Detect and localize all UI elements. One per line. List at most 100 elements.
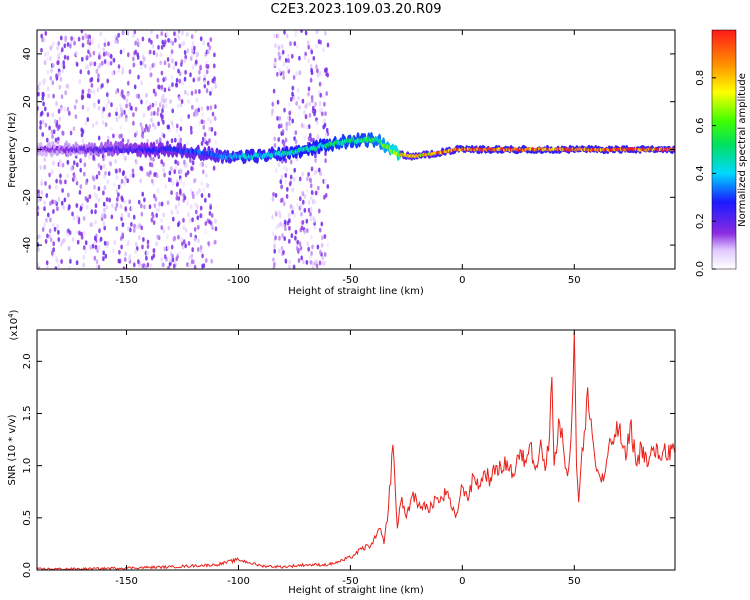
heatmap-noise-cell (109, 53, 113, 59)
heatmap-noise-cell (166, 124, 170, 130)
heatmap-noise-cell (103, 163, 106, 169)
heatmap-noise-cell (39, 165, 42, 170)
heatmap-noise-cell (300, 255, 304, 261)
heatmap-noise-cell (122, 266, 126, 269)
heatmap-noise-cell (93, 255, 97, 261)
heatmap-noise-cell (113, 240, 117, 245)
heatmap-noise-cell (213, 116, 217, 121)
heatmap-noise-cell (272, 265, 276, 269)
heatmap-noise-cell (170, 190, 173, 196)
heatmap-noise-cell (308, 113, 312, 118)
heatmap-noise-cell (40, 33, 43, 39)
heatmap-noise-cell (66, 159, 70, 165)
x-tick-label: 50 (568, 275, 581, 286)
heatmap-noise-cell (167, 245, 170, 251)
heatmap-noise-cell (114, 159, 117, 164)
heatmap-noise-cell (201, 112, 204, 118)
heatmap-noise-cell (300, 123, 304, 128)
heatmap-noise-cell (50, 169, 54, 175)
heatmap-noise-cell (45, 193, 49, 198)
heatmap-noise-cell (294, 31, 298, 37)
heatmap-noise-cell (37, 211, 40, 217)
heatmap-noise-cell (139, 60, 143, 66)
heatmap-noise-cell (155, 52, 159, 58)
snr-panel: -150 -100 -50 0 50 0.0 0.5 1.0 1.5 2.0 Height of… (7, 309, 676, 596)
heatmap-noise-cell (56, 206, 59, 212)
heatmap-noise-cell (314, 101, 317, 107)
heatmap-noise-cell (89, 61, 92, 67)
heatmap-noise-cell (208, 219, 211, 225)
heatmap-noise-cell (309, 216, 313, 222)
heatmap-noise-cell (66, 55, 70, 61)
heatmap-noise-cell (96, 77, 100, 83)
heatmap-noise-cell (91, 37, 95, 43)
heatmap-noise-cell (146, 239, 150, 245)
heatmap-noise-cell (41, 37, 44, 43)
heatmap-noise-cell (310, 235, 313, 240)
heatmap-noise-cell (318, 260, 322, 266)
heatmap-noise-cell (91, 123, 95, 128)
heatmap-noise-cell (211, 78, 215, 84)
heatmap-noise-cell (76, 239, 80, 245)
heatmap-noise-cell (93, 184, 96, 190)
heatmap-noise-cell (55, 255, 58, 261)
heatmap-noise-cell (133, 84, 137, 90)
heatmap-noise-cell (307, 200, 311, 206)
snr-y-axis: 0.0 0.5 1.0 1.5 2.0 (22, 353, 675, 578)
heatmap-noise-cell (167, 265, 170, 269)
heatmap-noise-cell (43, 222, 46, 228)
heatmap-noise-cell (179, 102, 183, 108)
heatmap-noise-cell (119, 125, 122, 130)
heatmap-noise-cell (43, 206, 46, 212)
heatmap-noise-cell (77, 36, 81, 42)
heatmap-noise-cell (278, 235, 281, 241)
heatmap-noise-cell (56, 52, 60, 58)
heatmap-noise-cell (202, 187, 206, 193)
heatmap-noise-cell (123, 199, 127, 205)
heatmap-noise-cell (125, 98, 129, 103)
heatmap-noise-cell (300, 203, 303, 209)
heatmap-noise-cell (103, 59, 107, 64)
heatmap-noise-cell (75, 203, 79, 208)
heatmap-noise-cell (200, 181, 203, 187)
heatmap-noise-cell (126, 226, 130, 232)
heatmap-noise-cell (310, 70, 314, 76)
heatmap-noise-cell (155, 207, 158, 213)
heatmap-noise-cell (184, 243, 187, 249)
heatmap-noise-cell (204, 221, 208, 226)
heatmap-noise-cell (55, 73, 58, 79)
heatmap-noise-cell (111, 70, 114, 76)
heatmap-noise-cell (117, 32, 120, 38)
heatmap-noise-cell (277, 33, 280, 39)
heatmap-noise-cell (44, 239, 48, 244)
heatmap-noise-cell (101, 213, 104, 218)
heatmap-noise-cell (134, 249, 138, 254)
heatmap-noise-cell (319, 92, 323, 98)
heatmap-noise-cell (58, 116, 62, 122)
heatmap-noise-cell (304, 104, 308, 109)
heatmap-noise-cell (179, 126, 183, 132)
heatmap-noise-cell (297, 258, 301, 263)
heatmap-noise-cell (319, 170, 323, 176)
heatmap-noise-cell (204, 197, 207, 203)
heatmap-noise-cell (309, 137, 313, 143)
heatmap-noise-cell (207, 193, 211, 198)
heatmap-noise-cell (291, 118, 295, 124)
colorbar-tick-label: 0.6 (695, 118, 706, 134)
heatmap-noise-cell (281, 129, 285, 135)
heatmap-noise-cell (168, 84, 171, 90)
heatmap-noise-cell (275, 211, 278, 217)
x-tick-label: -50 (342, 275, 358, 286)
heatmap-noise-cell (40, 190, 43, 195)
heatmap-noise-cell (63, 197, 67, 203)
heatmap-noise-cell (104, 122, 108, 127)
heatmap-noise-cell (180, 62, 183, 67)
heatmap-noise-cell (89, 77, 92, 83)
heatmap-noise-cell (67, 192, 70, 198)
heatmap-noise-cell (324, 68, 327, 73)
heatmap-noise-cell (160, 257, 163, 262)
heatmap-noise-cell (62, 64, 66, 70)
heatmap-noise-cell (78, 79, 82, 84)
heatmap-noise-cell (105, 197, 109, 202)
heatmap-noise-cell (99, 165, 103, 171)
